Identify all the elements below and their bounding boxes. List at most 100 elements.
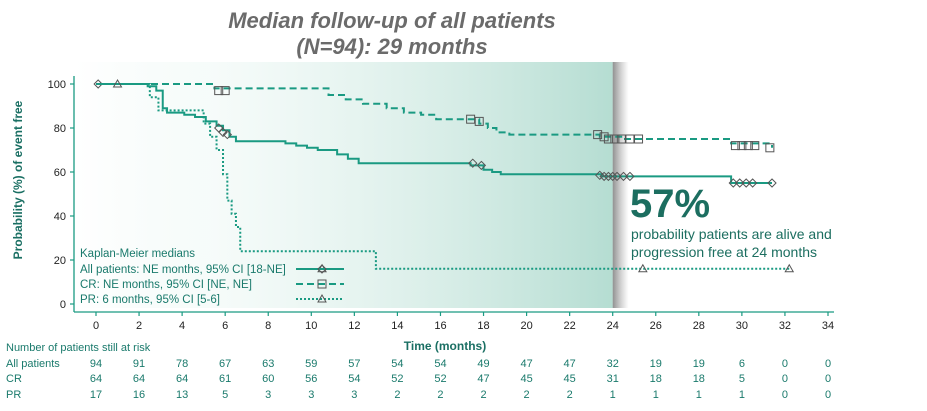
risk-cell: 47: [477, 373, 489, 385]
risk-row-label: CR: [6, 373, 22, 385]
annotation-line1: probability patients are alive and: [631, 226, 832, 242]
chart-title-line2: (N=94): 29 months: [296, 34, 487, 59]
risk-cell: 2: [567, 389, 573, 401]
x-tick-label: 12: [348, 320, 360, 332]
censor-square-mark: [466, 114, 476, 124]
risk-cell: 54: [434, 358, 446, 370]
risk-cell: 67: [219, 358, 231, 370]
censor-square-mark: [625, 134, 635, 144]
risk-cell: 3: [351, 389, 357, 401]
censor-diamond-mark: [618, 171, 629, 182]
censor-diamond-mark: [728, 178, 738, 188]
risk-cell: 0: [825, 358, 831, 370]
x-tick-label: 10: [305, 320, 317, 332]
censor-diamond-mark: [625, 171, 635, 182]
risk-cell: 0: [782, 373, 788, 385]
risk-cell: 17: [90, 389, 102, 401]
x-tick-label: 2: [136, 320, 142, 332]
risk-cell: 6: [739, 358, 745, 370]
censor-triangle-mark: [637, 263, 648, 273]
censor-diamond-mark: [612, 171, 622, 182]
annotation-big-value: 57%: [630, 182, 710, 226]
risk-cell: 19: [693, 358, 705, 370]
risk-cell: 45: [564, 373, 576, 385]
risk-cell: 0: [825, 389, 831, 401]
annotation-line2: progression free at 24 months: [631, 244, 817, 260]
highlight-band: [76, 62, 613, 308]
risk-cell: 32: [607, 358, 619, 370]
risk-row-label: PR: [6, 389, 21, 401]
censor-square-mark: [317, 279, 327, 289]
y-tick-label: 20: [54, 255, 66, 267]
risk-cell: 2: [394, 389, 400, 401]
x-tick-label: 8: [265, 320, 271, 332]
censor-triangle-mark: [112, 78, 123, 88]
risk-table-title: Number of patients still at risk: [6, 342, 151, 354]
risk-cell: 45: [520, 373, 532, 385]
censor-diamond-mark: [468, 158, 478, 168]
legend: Kaplan-Meier medians All patients: NE mo…: [80, 248, 344, 306]
risk-cell: 57: [348, 358, 360, 370]
x-tick-label: 28: [693, 320, 705, 332]
risk-cell: 61: [219, 373, 231, 385]
x-tick-label: 14: [391, 320, 403, 332]
risk-cell: 19: [650, 358, 662, 370]
censor-square-mark: [603, 134, 613, 144]
censor-diamond-mark: [476, 160, 487, 171]
series-1: [96, 83, 775, 153]
x-tick-label: 32: [779, 320, 791, 332]
risk-cell: 47: [520, 358, 532, 370]
risk-cell: 59: [305, 358, 317, 370]
series-line-2: [96, 83, 790, 270]
x-tick-label: 20: [520, 320, 532, 332]
x-tick-label: 16: [434, 320, 446, 332]
censor-diamond-mark: [735, 178, 745, 188]
y-tick-label: 40: [54, 211, 66, 223]
risk-cell: 18: [650, 373, 662, 385]
x-tick-label: 22: [564, 320, 576, 332]
censor-square-mark: [634, 134, 644, 144]
y-tick-label: 0: [60, 299, 66, 311]
risk-cell: 49: [477, 358, 489, 370]
x-tick-label: 30: [736, 320, 748, 332]
legend-all-patients: All patients: NE months, 95% CI [18-NE]: [80, 264, 286, 276]
censor-square-mark: [750, 141, 760, 151]
risk-cell: 13: [176, 389, 188, 401]
risk-cell: 18: [693, 373, 705, 385]
censor-diamond-mark: [599, 171, 609, 182]
risk-cell: 5: [739, 373, 745, 385]
risk-cell: 5: [222, 389, 228, 401]
risk-cell: 56: [305, 373, 317, 385]
censor-diamond-mark: [767, 178, 777, 188]
legend-pr: PR: 6 months, 95% CI [5-6]: [80, 294, 220, 306]
risk-cell: 94: [90, 358, 102, 370]
risk-table: Number of patients still at risk All pat…: [6, 342, 831, 401]
risk-cell: 2: [524, 389, 530, 401]
risk-cell: 47: [564, 358, 576, 370]
risk-cell: 16: [133, 389, 145, 401]
risk-cell: 52: [391, 373, 403, 385]
censor-square-mark: [616, 134, 626, 144]
censor-square-mark: [765, 143, 775, 153]
x-tick-label: 34: [822, 320, 834, 332]
risk-cell: 0: [825, 373, 831, 385]
risk-cell: 1: [696, 389, 702, 401]
x-tick-label: 6: [222, 320, 228, 332]
risk-cell: 64: [90, 373, 102, 385]
censor-square-mark: [737, 141, 747, 151]
series-line-1: [96, 83, 774, 148]
risk-cell: 2: [480, 389, 486, 401]
risk-cell: 0: [782, 389, 788, 401]
risk-cell: 1: [610, 389, 616, 401]
risk-cell: 52: [434, 373, 446, 385]
censor-diamond-mark: [741, 178, 751, 188]
risk-cell: 0: [782, 358, 788, 370]
annotation: 57% probability patients are alive and p…: [630, 182, 832, 260]
legend-title: Kaplan-Meier medians: [80, 248, 195, 260]
censor-square-mark: [593, 130, 603, 140]
risk-cell: 78: [176, 358, 188, 370]
censor-square-mark: [610, 134, 620, 144]
risk-cell: 31: [607, 373, 619, 385]
